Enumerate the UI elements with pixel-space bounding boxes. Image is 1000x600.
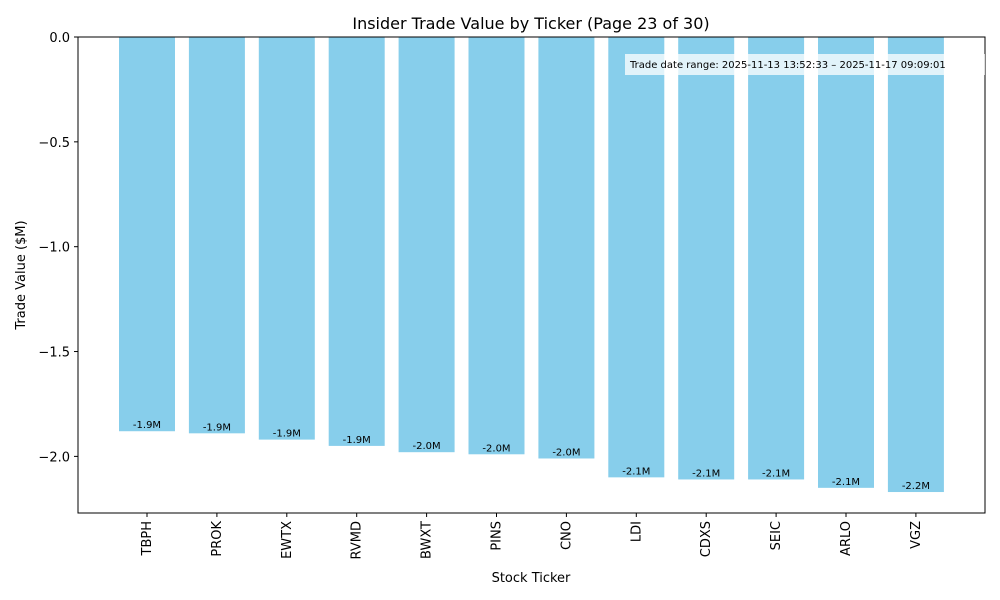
annotation-text: Trade date range: 2025-11-13 13:52:33 – … [629,60,946,71]
x-tick-label: LDI [629,521,644,542]
y-axis: 0.0 −0.5 −1.0 −1.5 −2.0 [38,31,78,465]
y-axis-label: Trade Value ($M) [14,220,29,330]
x-tick-label: EWTX [280,521,295,559]
data-label-ewtx: -1.9M [273,429,301,440]
bar-pins [468,37,525,455]
x-axis-label: Stock Ticker [492,571,571,586]
data-label-ldi: -2.1M [622,466,650,477]
chart-title: Insider Trade Value by Ticker (Page 23 o… [352,14,709,33]
bars-group [119,37,944,493]
data-label-arlo: -2.1M [832,477,860,488]
bar-prok [188,37,245,434]
date-range-annotation: Trade date range: 2025-11-13 13:52:33 – … [625,54,985,75]
data-label-bwxt: -2.0M [413,441,441,452]
bar-ldi [608,37,665,478]
bar-cdxs [678,37,735,480]
x-tick-label: SEIC [769,521,784,550]
bar-ewtx [258,37,315,440]
y-tick-label: −2.0 [38,450,70,465]
data-label-rvmd: -1.9M [343,435,371,446]
data-label-seic: -2.1M [762,468,790,479]
bar-bwxt [398,37,455,453]
data-label-cno: -2.0M [552,447,580,458]
data-label-tbph: -1.9M [133,420,161,431]
bar-arlo [818,37,874,488]
plot-frame [77,36,986,514]
x-tick-label: VGZ [909,521,924,549]
x-tick-label: ARLO [839,521,854,556]
data-label-vgz: -2.2M [902,481,930,492]
y-tick-label: −1.5 [38,346,70,361]
data-labels-group: -1.9M -1.9M -1.9M -1.9M -2.0M -2.0M -2.0M -2.1M… [133,420,930,492]
bar-cno [538,37,595,459]
y-tick-label: 0.0 [49,31,70,46]
x-tick-label: TBPH [140,521,155,556]
annotation-box [625,54,985,75]
y-tick-label: −1.0 [38,241,70,256]
x-tick-label: PINS [490,521,505,551]
x-tick-label: CDXS [699,521,714,557]
data-label-cdxs: -2.1M [692,468,720,479]
x-tick-label: CNO [559,521,574,550]
y-tick-label: −0.5 [38,136,70,151]
x-tick-label: BWXT [420,521,435,559]
data-label-pins: -2.0M [482,443,510,454]
x-tick-label: PROK [210,521,225,557]
bar-vgz [887,37,944,493]
bar-rvmd [328,37,385,446]
bar-tbph [119,37,175,432]
bar-seic [748,37,805,480]
x-axis: TBPH PROK EWTX RVMD BWXT PINS CNO LDI CDXS SEIC AR… [140,513,924,559]
x-tick-label: RVMD [350,521,365,559]
data-label-prok: -1.9M [203,422,231,433]
